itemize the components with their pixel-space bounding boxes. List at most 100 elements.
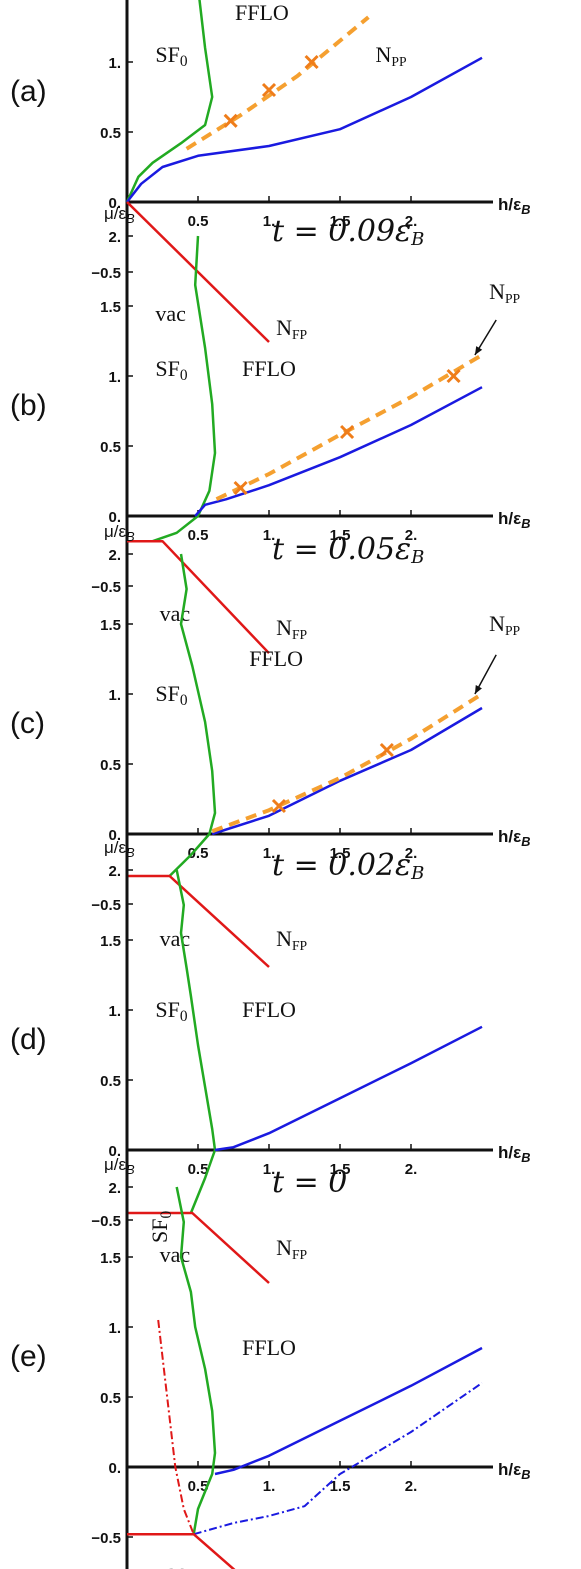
- y-axis-label: μ/εB: [104, 204, 135, 226]
- y-tick-label: −0.5: [91, 1530, 121, 1547]
- y-tick-label: 0.: [108, 1460, 121, 1477]
- nfp-region-label: NFP: [276, 615, 307, 642]
- sf0-region-label: SF0: [155, 42, 187, 70]
- vac-line: [127, 1211, 270, 1284]
- y-tick-label: 1.5: [100, 299, 121, 316]
- x-tick-label: 0.5: [188, 213, 209, 230]
- y-axis-label: μ/εB: [104, 522, 135, 544]
- x-tick-label: 1.5: [330, 213, 351, 230]
- y-tick-label: 2.: [108, 229, 121, 246]
- fflo-region-label: FFLO: [235, 0, 289, 25]
- x-tick-label: 0.5: [188, 527, 209, 544]
- npp-region-label: NPP: [489, 611, 520, 638]
- x-axis-label: h/εB: [498, 509, 530, 531]
- vac-region-label: vac: [160, 1242, 191, 1267]
- vac-region-label: vac: [155, 1559, 186, 1569]
- panel-3: 0.5 1. 1.5 2. 2. 1.5 1. 0.5 0. −0.5 μ/εB h/εB t = 0.…: [10, 522, 530, 972]
- fflo-line: [214, 1346, 483, 1476]
- vac-line: [127, 539, 270, 655]
- x-tick-label: 1.: [263, 1161, 276, 1178]
- fflo-line: [214, 1025, 483, 1152]
- npp-arrow: [474, 654, 497, 695]
- vac-line: [127, 1532, 236, 1569]
- sf0-region-label: SF0: [155, 681, 187, 709]
- fflo-line: [211, 706, 483, 836]
- npp-line: [185, 15, 370, 151]
- panel-title: t = 0.02εB: [272, 848, 424, 884]
- y-tick-label: 0.5: [100, 439, 121, 456]
- y-tick-label: 0.5: [100, 757, 121, 774]
- sf0-region-label: SF0: [147, 1211, 175, 1243]
- y-tick-label: 1.5: [100, 933, 121, 950]
- sf0-region-label: SF0: [155, 356, 187, 384]
- x-tick-label: 0.5: [188, 1161, 209, 1178]
- x-tick-label: 0.5: [188, 1478, 209, 1495]
- y-axis-label: μ/εB: [104, 1155, 135, 1177]
- npp-marker: [223, 113, 238, 128]
- x-tick-label: 2.: [405, 845, 418, 862]
- sf_dash-line: [157, 1319, 195, 1535]
- y-tick-label: 1.: [108, 369, 121, 386]
- npp-region-label: NPP: [376, 42, 407, 69]
- y-tick-label: −0.5: [91, 897, 121, 914]
- y-tick-label: 0.: [108, 195, 121, 212]
- x-tick-label: 1.5: [330, 1478, 351, 1495]
- npp-marker: [271, 798, 287, 814]
- nfp-region-label: NFP: [276, 926, 307, 953]
- x-axis-label: h/εB: [498, 195, 530, 217]
- y-tick-label: 0.: [108, 1143, 121, 1160]
- x-tick-label: 2.: [405, 213, 418, 230]
- panel-title: t = 0.09εB: [272, 214, 424, 250]
- npp-marker: [446, 368, 461, 384]
- npp-region-label: NPP: [489, 279, 520, 306]
- sf0-region-label: SF0: [155, 997, 187, 1025]
- x-tick-label: 2.: [405, 1161, 418, 1178]
- panel-letter: (b): [10, 389, 47, 422]
- npp-marker: [379, 742, 394, 758]
- npp-marker: [261, 82, 277, 98]
- x-axis-label: h/εB: [498, 1460, 530, 1482]
- fflo-line: [126, 56, 483, 203]
- fflo-region-label: FFLO: [249, 646, 303, 671]
- y-tick-label: 1.: [108, 55, 121, 72]
- y-tick-label: 2.: [108, 1180, 121, 1197]
- x-tick-label: 1.: [263, 1478, 276, 1495]
- y-tick-label: 1.5: [100, 0, 121, 2]
- fflo_dash-line: [193, 1382, 483, 1536]
- vac-line: [126, 201, 270, 343]
- fflo-line: [194, 386, 483, 517]
- nfp-region-label: NFP: [276, 1235, 307, 1262]
- panel-letter: (e): [10, 1340, 47, 1373]
- panel-letter: (c): [10, 707, 45, 740]
- panel-letter: (a): [10, 75, 47, 108]
- npp-line: [215, 353, 484, 502]
- y-tick-label: −0.5: [91, 1213, 121, 1230]
- panel-title: t = 0.05εB: [272, 532, 424, 568]
- y-tick-label: 1.5: [100, 617, 121, 634]
- x-tick-label: 1.: [263, 527, 276, 544]
- y-tick-label: 0.5: [100, 1073, 121, 1090]
- panel-2: 0.5 1. 1.5 2. 2. 1.5 1. 0.5 0. −0.5 μ/εB h/εB t = 0.…: [10, 204, 530, 655]
- x-axis-label: h/εB: [498, 827, 530, 849]
- panel-title: t = 0: [272, 1165, 347, 1200]
- panel-letter: (d): [10, 1023, 47, 1056]
- y-tick-label: 0.: [108, 827, 121, 844]
- npp-marker: [233, 480, 248, 496]
- npp-arrow: [474, 319, 497, 356]
- panel-1: 0.5 1. 1.5 2. 2. 1.5 1. 0.5 0. −0.5 μ/εB h/εB t = 0.…: [10, 0, 530, 343]
- x-axis-label: h/εB: [498, 1143, 530, 1165]
- y-tick-label: 0.: [108, 509, 121, 526]
- vac-region-label: vac: [155, 301, 186, 326]
- npp-marker: [340, 424, 355, 440]
- vac-line: [127, 874, 270, 968]
- vac-region-label: vac: [160, 926, 191, 951]
- y-tick-label: 1.: [108, 1003, 121, 1020]
- sf-line: [175, 1186, 217, 1535]
- y-tick-label: 2.: [108, 547, 121, 564]
- y-tick-label: 2.: [108, 863, 121, 880]
- sf-line: [125, 0, 214, 203]
- sf-line: [152, 235, 217, 543]
- y-tick-label: 1.: [108, 687, 121, 704]
- x-tick-label: 2.: [405, 527, 418, 544]
